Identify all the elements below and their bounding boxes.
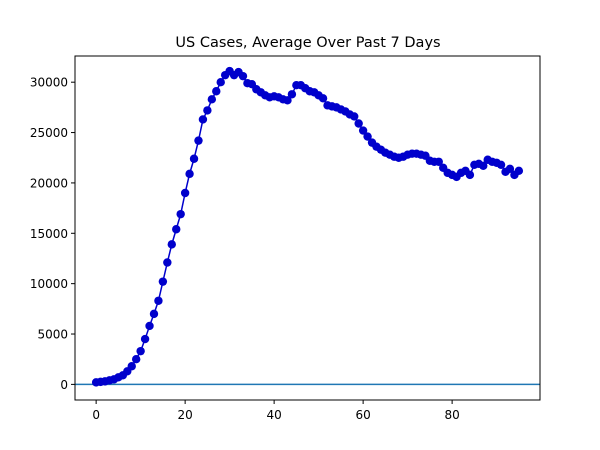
- data-point: [167, 240, 176, 249]
- data-point: [189, 154, 199, 163]
- data-point: [505, 164, 515, 174]
- data-point: [479, 161, 488, 170]
- data-point: [172, 225, 181, 234]
- chart-title: US Cases, Average Over Past 7 Days: [175, 35, 440, 51]
- data-point: [203, 106, 212, 115]
- data-point: [514, 166, 524, 176]
- data-point: [136, 346, 145, 356]
- x-tick-label: 40: [266, 408, 281, 422]
- data-point: [163, 258, 172, 267]
- data-point: [465, 170, 475, 180]
- data-point: [198, 115, 208, 124]
- x-tick-label: 20: [177, 408, 192, 422]
- data-point: [238, 71, 248, 81]
- data-point: [358, 126, 368, 135]
- data-point: [212, 87, 221, 96]
- data-point: [283, 96, 292, 105]
- data-point: [180, 188, 190, 198]
- x-tick-label: 80: [444, 408, 459, 422]
- data-point: [145, 321, 154, 331]
- data-point: [287, 90, 297, 99]
- x-tick-label: 60: [355, 408, 370, 422]
- data-point: [140, 334, 150, 344]
- data-point: [350, 112, 359, 121]
- y-tick-label: 0: [60, 378, 68, 392]
- data-point: [318, 94, 328, 103]
- y-tick-label: 20000: [30, 176, 68, 190]
- data-point: [354, 119, 363, 128]
- y-tick-label: 15000: [30, 227, 68, 241]
- data-point: [154, 296, 163, 305]
- data-point: [194, 136, 203, 145]
- ticks-layer: 0 20 40 60 80 0 5000 10000 15000 20000 25000 30000: [30, 76, 460, 422]
- plot-layer: [75, 66, 540, 387]
- y-tick-label: 30000: [30, 76, 68, 90]
- data-point: [434, 157, 443, 166]
- data-point: [149, 309, 159, 319]
- y-tick-label: 10000: [30, 277, 68, 291]
- data-point: [185, 169, 194, 179]
- data-point: [176, 209, 185, 219]
- data-point: [207, 95, 217, 104]
- data-point: [363, 132, 372, 141]
- x-tick-label: 0: [92, 408, 100, 422]
- data-point: [131, 355, 141, 364]
- data-point: [158, 277, 168, 286]
- plot-frame: [74, 55, 541, 401]
- y-tick-label: 25000: [30, 126, 68, 140]
- data-point: [496, 160, 506, 169]
- data-point: [216, 77, 225, 87]
- y-tick-label: 5000: [37, 328, 68, 342]
- data-point: [127, 362, 136, 371]
